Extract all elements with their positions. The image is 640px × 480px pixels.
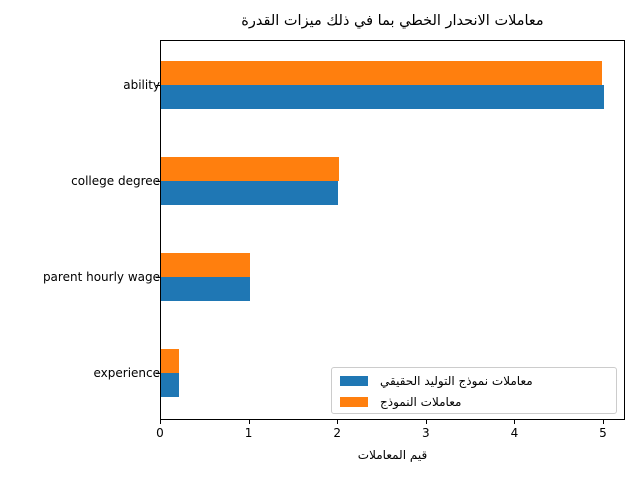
x-tick-mark [425,420,427,424]
x-tick-label: 4 [510,426,519,440]
bar-college-degree-model [161,157,340,181]
chart-title: ةردقلا تازيم كلذ يف امب يطخلا رادحنالا ت… [241,13,544,29]
bar-experience-true [161,373,179,397]
y-tick-mark [156,85,160,86]
x-tick-label: 3 [421,426,430,440]
y-tick-label: parent hourly wage [42,270,160,284]
legend-item-true-coefficients: يقيقحلا ديلوتلا جذومن تالماعم [340,374,533,388]
y-tick-label: ability [123,78,160,92]
legend-label: جذومنلا تالماعم [380,395,462,409]
legend-swatch-orange [340,397,368,407]
x-tick-mark [514,420,516,424]
legend-label: يقيقحلا ديلوتلا جذومن تالماعم [380,374,533,388]
y-tick-mark [156,277,160,278]
y-tick-mark [156,373,160,374]
bar-parent-hourly-wage-model [161,253,250,277]
bar-experience-model [161,349,179,373]
legend-swatch-blue [340,376,368,386]
bar-college-degree-true [161,181,339,205]
y-tick-mark [156,181,160,182]
legend-item-model-coefficients: جذومنلا تالماعم [340,395,461,409]
x-tick-mark [337,420,339,424]
y-tick-label: college degree [71,174,160,188]
bar-parent-hourly-wage-true [161,277,250,301]
y-tick-label: experience [93,366,160,380]
x-tick-label: 2 [333,426,342,440]
x-tick-mark [603,420,604,424]
x-tick-mark [248,420,250,424]
x-tick-label: 5 [599,426,607,440]
legend: يقيقحلا ديلوتلا جذومن تالماعم جذومنلا تا… [331,367,617,414]
x-axis-label: تالماعملا ميق [357,448,428,462]
x-tick-mark [160,420,161,424]
plot-area [160,40,625,420]
bar-ability-true [161,85,604,109]
x-tick-label: 1 [244,426,253,440]
x-tick-label: 0 [156,426,164,440]
bar-ability-model [161,61,603,85]
